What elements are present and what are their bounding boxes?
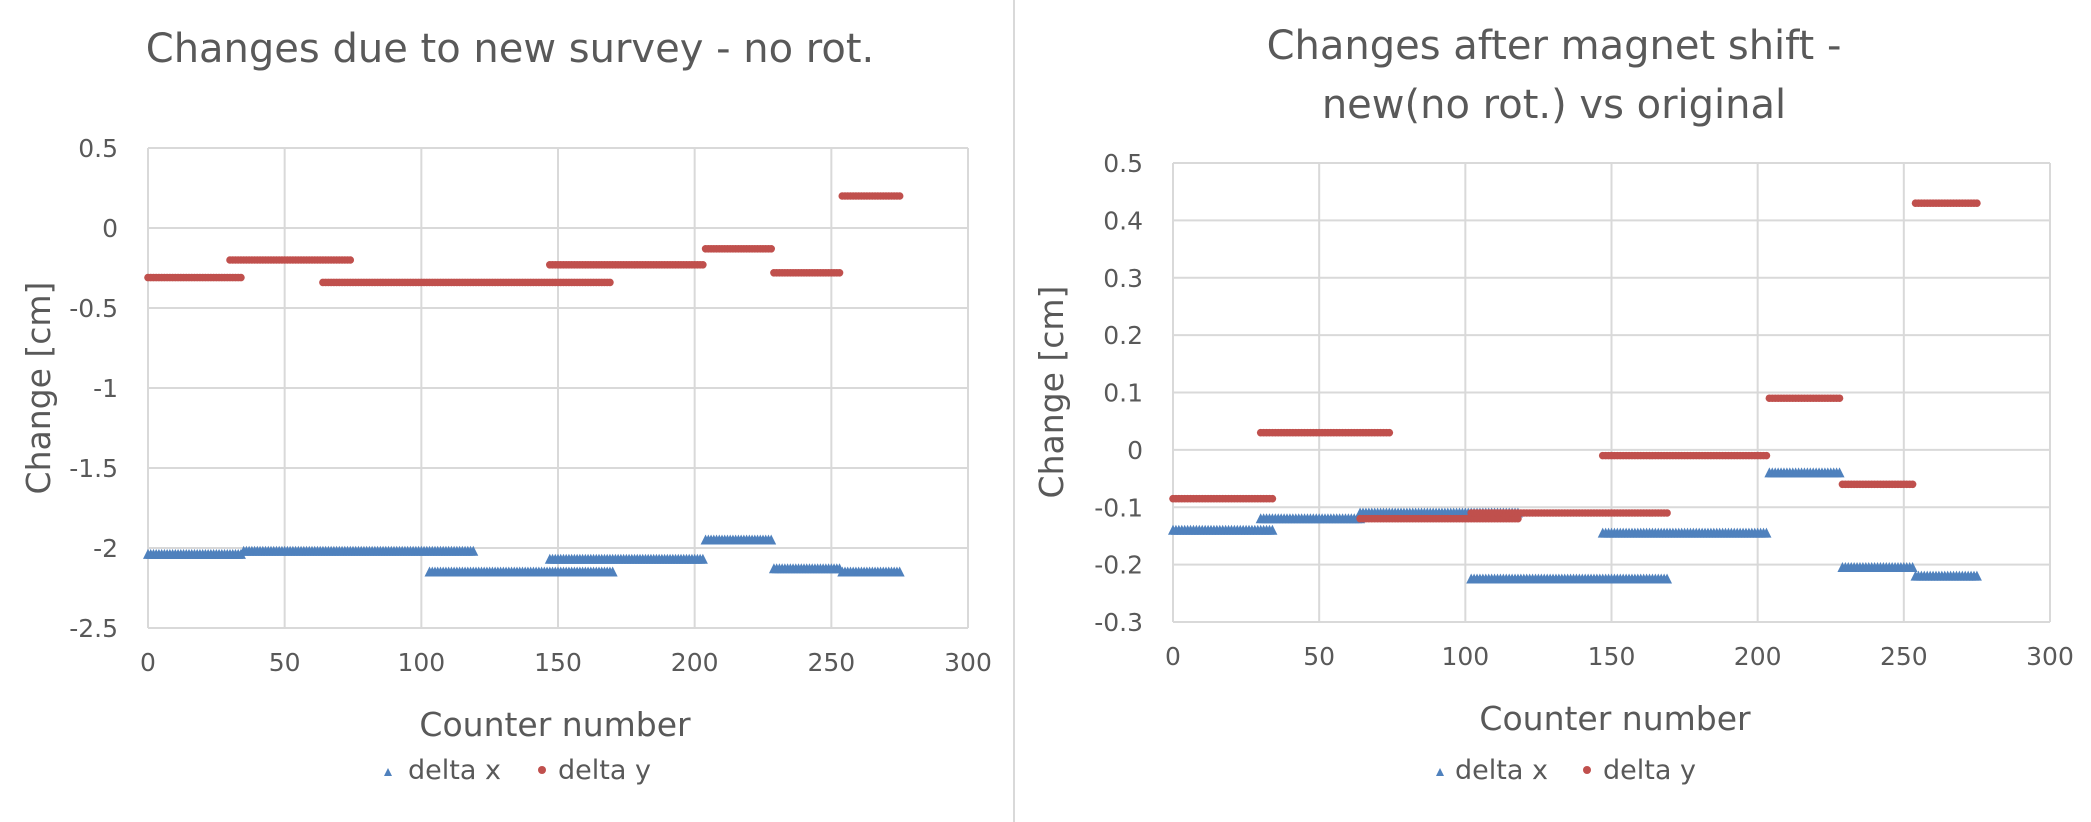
y-tick-label: -0.1 [1094,493,1143,522]
y-tick-label: 0.5 [1103,149,1143,178]
y-tick-label: -2.5 [69,614,118,643]
data-points [1168,199,1982,584]
chart-panel-right: Changes after magnet shift - new(no rot.… [1017,0,2091,822]
chart-left-svg: Changes due to new survey - no rot. 0.50… [19,26,992,786]
y-tick-label: -1.5 [69,454,118,483]
point-delta-x [1267,524,1278,535]
x-axis-title: Counter number [419,705,691,744]
x-tick-label: 150 [1588,642,1636,671]
point-delta-x [1971,570,1982,581]
point-delta-y [1268,494,1277,503]
point-delta-y [1663,509,1671,517]
legend-label-delta-x: delta x [408,755,501,786]
legend-circle-icon [1583,766,1591,774]
y-tick-label: 0 [1127,436,1143,465]
point-delta-y [895,192,904,200]
point-delta-y [606,278,614,287]
y-tick-label: -1 [93,374,118,403]
x-tick-label: 250 [807,648,855,677]
x-tick-label: 300 [944,648,992,677]
point-delta-x [607,566,618,577]
point-delta-y [1973,199,1981,207]
legend: delta x delta y [1436,755,1696,786]
legend-label-delta-x: delta x [1455,755,1548,786]
y-tick-label: 0.3 [1103,264,1143,293]
point-delta-x [766,534,777,545]
y-tick-label: -0.3 [1094,608,1143,637]
chart-title-line-2: new(no rot.) vs original [1322,82,1786,128]
point-delta-y [835,269,844,277]
point-delta-x [894,566,905,577]
y-tick-label: -0.2 [1094,551,1143,580]
point-delta-y [699,261,707,269]
point-delta-y [1514,514,1522,523]
x-tick-label: 100 [1441,642,1489,671]
y-tick-label: 0.2 [1103,321,1143,350]
point-delta-y [767,245,775,253]
y-tick-label: 0.4 [1103,206,1143,235]
x-tick-label: 0 [140,648,156,677]
point-delta-y [1835,394,1844,403]
point-delta-x [1834,467,1845,478]
y-axis-title: Change [cm] [1032,286,1071,499]
x-tick-label: 150 [534,648,582,677]
point-delta-y [1385,428,1394,437]
point-delta-y [1908,480,1917,489]
legend-triangle-icon [384,768,392,776]
point-delta-x [468,545,479,556]
x-tick-label: 250 [1880,642,1928,671]
point-delta-x [1662,573,1673,584]
point-delta-x [697,553,708,564]
chart-title-line-1: Changes after magnet shift - [1267,23,1842,69]
y-tick-label: 0 [102,214,118,243]
chart-panel-left: Changes due to new survey - no rot. 0.5 0… [0,0,1015,822]
x-tick-label: 200 [671,648,719,677]
chart-right-svg: Changes after magnet shift - new(no rot.… [1032,23,2074,786]
gridlines [1172,162,2051,623]
point-delta-y [1762,451,1771,460]
legend-circle-icon [538,766,546,774]
legend-label-delta-y: delta y [1603,755,1696,786]
x-tick-labels: 0 50 100 150 200 250 300 [140,648,992,677]
y-tick-label: 0.5 [78,134,118,163]
data-points [143,192,905,577]
y-tick-label: -0.5 [69,294,118,323]
y-tick-labels: 0.5 0.4 0.3 0.2 0.1 0 -0.1 -0.2 -0.3 [1094,149,1143,637]
legend: delta x delta y [384,755,651,786]
legend-label-delta-y: delta y [558,755,651,786]
x-tick-label: 300 [2026,642,2074,671]
x-tick-label: 50 [1303,642,1335,671]
y-axis-title: Change [cm] [19,282,58,495]
x-tick-labels: 0 50 100 150 200 250 300 [1165,642,2074,671]
legend-triangle-icon [1436,768,1444,776]
point-delta-y [346,256,355,264]
x-axis-title: Counter number [1479,699,1751,738]
x-tick-label: 50 [269,648,301,677]
x-tick-label: 200 [1734,642,1782,671]
point-delta-y [237,273,245,282]
y-tick-label: 0.1 [1103,379,1143,408]
point-delta-x [1907,561,1918,572]
x-tick-label: 0 [1165,642,1181,671]
x-tick-label: 100 [397,648,445,677]
y-tick-labels: 0.5 0 -0.5 -1 -1.5 -2 -2.5 [69,134,118,643]
point-delta-x [1761,527,1772,538]
chart-title: Changes due to new survey - no rot. [146,26,874,72]
y-tick-label: -2 [93,534,118,563]
